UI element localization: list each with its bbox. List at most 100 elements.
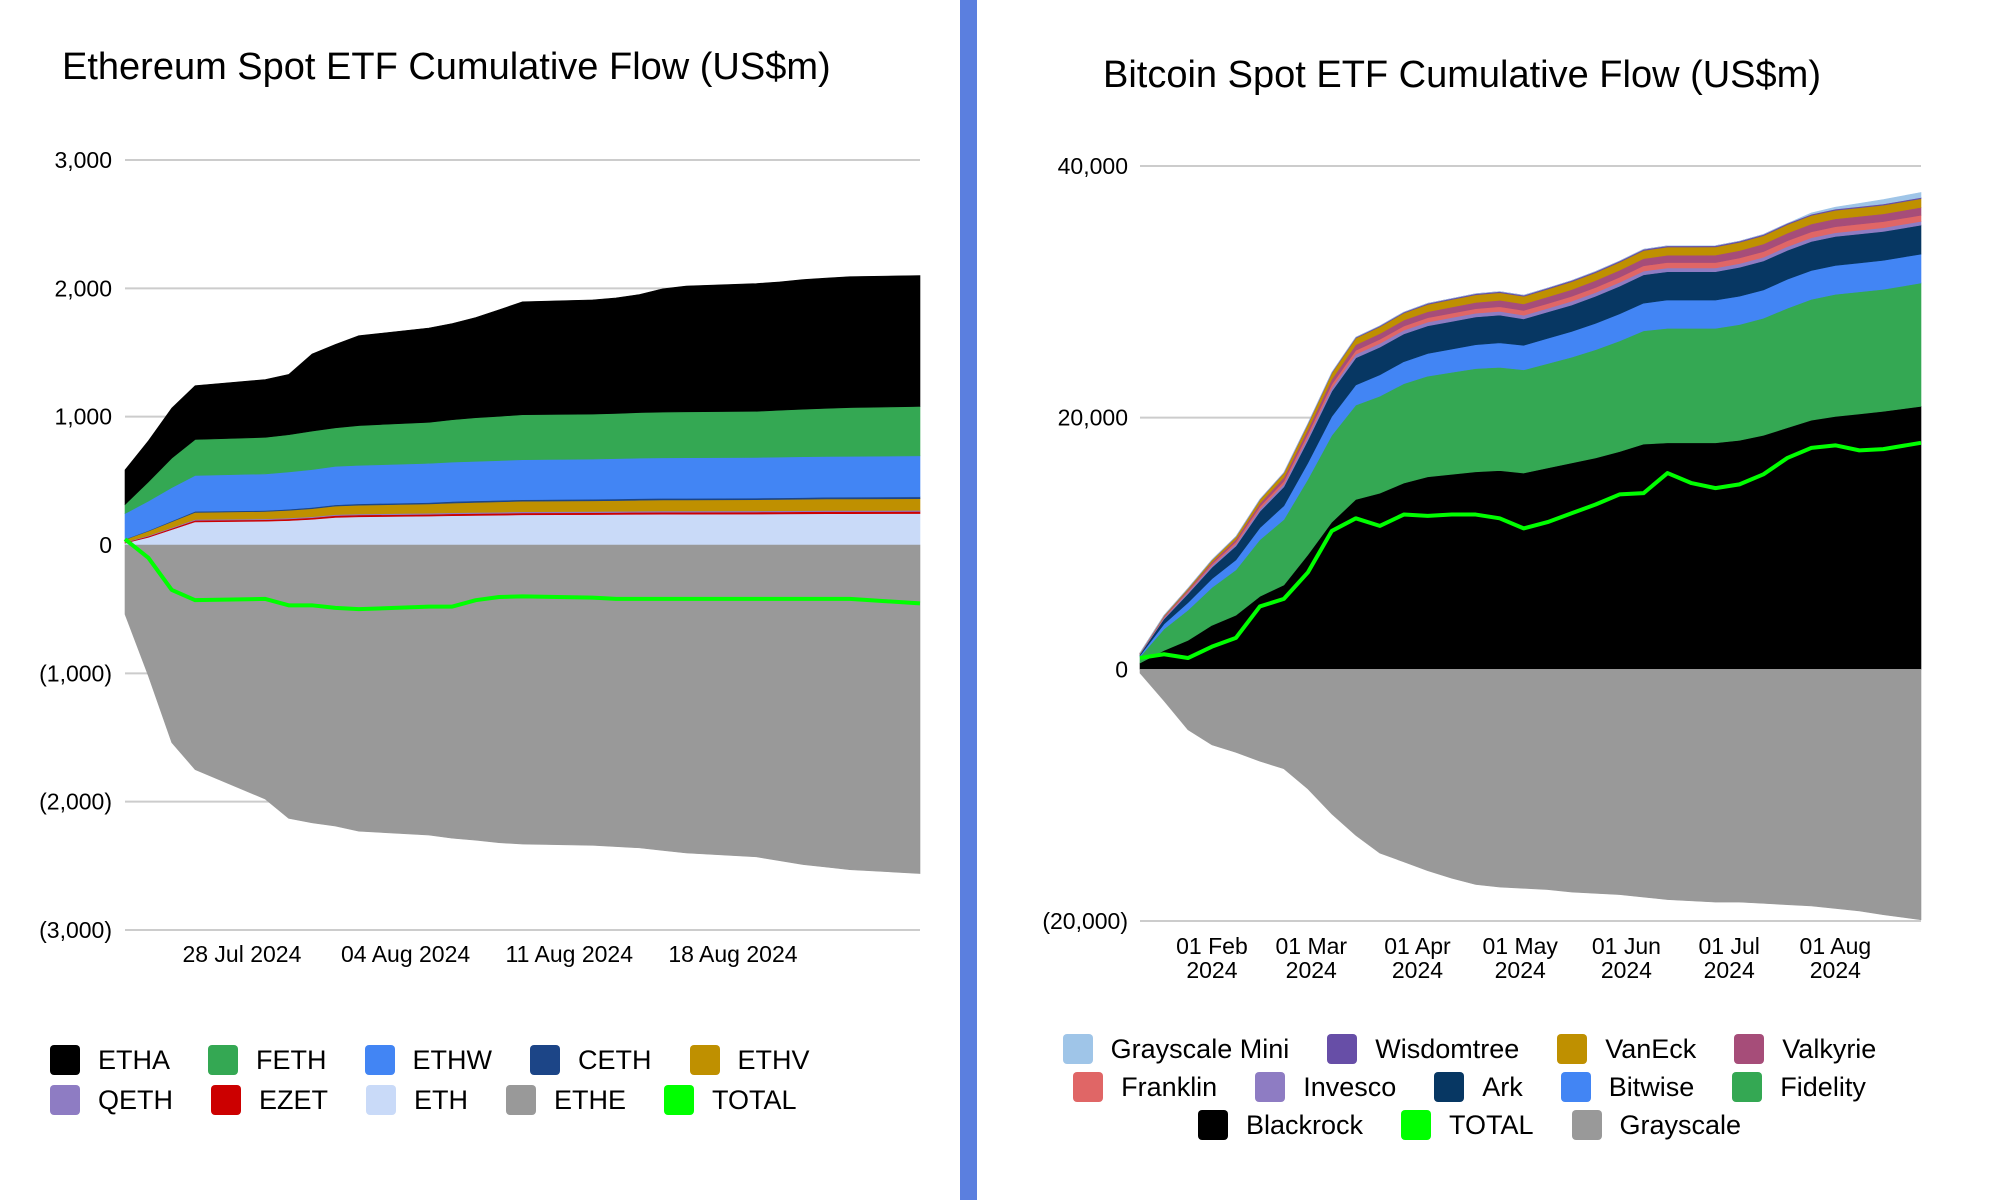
eth-legend-item-eth: ETH — [366, 1085, 468, 1116]
legend-swatch — [664, 1085, 695, 1115]
eth-y-tick-label: 2,000 — [54, 275, 112, 301]
eth-x-tick-label: 18 Aug 2024 — [668, 941, 797, 967]
btc-area-grayscale-mini — [1139, 192, 1922, 654]
eth-x-tick-label: 28 Jul 2024 — [182, 941, 301, 967]
legend-label: Grayscale — [1619, 1109, 1742, 1140]
legend-label: ETHW — [412, 1044, 492, 1075]
legend-label: QETH — [98, 1084, 174, 1115]
btc-x-tick-label: 01 Apr 2024 — [1384, 933, 1451, 983]
legend-swatch — [50, 1085, 80, 1115]
btc-legend-item-vaneck: VanEck — [1557, 1034, 1696, 1065]
legend-swatch — [1560, 1072, 1591, 1102]
legend-swatch — [1255, 1072, 1286, 1102]
legend-label: VanEck — [1605, 1033, 1697, 1064]
eth-line-total — [123, 537, 921, 612]
eth-legend-row: ETHA FETH ETHW CETH ETHV — [50, 1040, 848, 1080]
legend-label: Blackrock — [1245, 1109, 1363, 1140]
legend-swatch — [506, 1085, 537, 1115]
btc-legend-item-blackrock: Blackrock — [1197, 1109, 1363, 1141]
btc-legend-item-grayscale: Grayscale — [1571, 1109, 1742, 1141]
legend-swatch — [1732, 1072, 1763, 1102]
eth-area-etha — [124, 275, 921, 506]
legend-label: ETHV — [737, 1044, 810, 1075]
btc-chart-legend: Grayscale Mini Wisdomtree VanEck Valkyrie Fr… — [977, 1030, 2000, 1144]
eth-area-ethe — [124, 544, 921, 874]
eth-chart-plot: 3,000 2,000 1,000 0 (1,000) (2,000) (3,000) 28 … — [39, 147, 921, 967]
legend-swatch — [1557, 1034, 1588, 1064]
btc-legend-item-grayscale-mini: Grayscale Mini — [1062, 1033, 1290, 1065]
eth-legend-item-ethv: ETHV — [689, 1044, 810, 1076]
btc-y-tick-label: 20,000 — [1058, 405, 1128, 431]
btc-legend-item-invesco: Invesco — [1255, 1072, 1396, 1103]
eth-legend-item-ezet: EZET — [211, 1085, 328, 1116]
legend-label: Invesco — [1303, 1071, 1397, 1102]
legend-label: Wisdomtree — [1375, 1033, 1520, 1064]
legend-swatch — [689, 1045, 720, 1075]
eth-area-series — [124, 275, 921, 874]
eth-legend-item-ceth: CETH — [530, 1045, 652, 1076]
legend-swatch — [530, 1045, 560, 1075]
btc-chart-plot: 40,000 20,000 0 (20,000) 01 Feb 2024 01 Mar 202… — [1042, 153, 1922, 983]
legend-label: FETH — [256, 1044, 327, 1075]
btc-legend-row: Franklin Invesco Ark Bitwise Fidelity — [977, 1068, 2000, 1106]
legend-label: Ark — [1482, 1071, 1523, 1102]
legend-swatch — [1073, 1072, 1104, 1102]
btc-x-tick-label: 01 May 2024 — [1483, 933, 1559, 983]
eth-chart-title: Ethereum Spot ETF Cumulative Flow (US$m) — [62, 46, 831, 88]
eth-chart-panel: Ethereum Spot ETF Cumulative Flow (US$m)… — [0, 0, 960, 1200]
legend-label: ETHA — [98, 1044, 171, 1075]
legend-swatch — [1400, 1110, 1431, 1140]
eth-y-tick-label: (2,000) — [39, 789, 112, 815]
btc-y-tick-label: 0 — [1115, 656, 1128, 682]
eth-legend-item-ethw: ETHW — [364, 1044, 492, 1076]
btc-y-tick-label: 40,000 — [1058, 153, 1128, 179]
legend-label: Fidelity — [1780, 1071, 1866, 1102]
eth-y-tick-label: 0 — [99, 532, 112, 558]
btc-legend-row: Grayscale Mini Wisdomtree VanEck Valkyrie — [977, 1030, 2000, 1068]
btc-x-axis: 01 Feb 2024 01 Mar 2024 01 Apr 2024 01 May 2024… — [1176, 933, 1871, 983]
eth-x-axis: 28 Jul 2024 04 Aug 2024 11 Aug 2024 18 Aug … — [182, 941, 797, 967]
btc-x-tick-label: 01 Feb 2024 — [1176, 933, 1248, 983]
btc-legend-item-fidelity: Fidelity — [1732, 1072, 1866, 1103]
eth-legend-item-ethe: ETHE — [506, 1085, 626, 1116]
btc-x-tick-label: 01 Jul 2024 — [1698, 933, 1759, 983]
btc-legend-row: Blackrock TOTAL Grayscale — [977, 1106, 2000, 1144]
btc-legend-item-ark: Ark — [1434, 1072, 1523, 1103]
legend-swatch — [1734, 1034, 1765, 1064]
btc-chart-panel: Bitcoin Spot ETF Cumulative Flow (US$m) … — [977, 0, 2000, 1200]
legend-swatch — [1434, 1072, 1465, 1102]
eth-legend-row: QETH EZET ETH ETHE TOTAL — [50, 1080, 848, 1120]
eth-y-tick-label: 1,000 — [54, 404, 112, 430]
legend-label: ETHE — [554, 1084, 627, 1115]
btc-x-tick-label: 01 Jun 2024 — [1592, 933, 1661, 983]
legend-swatch — [208, 1045, 239, 1075]
btc-legend-item-total: TOTAL — [1400, 1109, 1534, 1141]
btc-y-tick-label: (20,000) — [1042, 908, 1128, 934]
eth-x-tick-label: 11 Aug 2024 — [506, 941, 634, 967]
legend-label: TOTAL — [1448, 1109, 1534, 1140]
eth-y-tick-label: (1,000) — [39, 660, 112, 686]
legend-label: Valkyrie — [1782, 1033, 1877, 1064]
btc-legend-item-valkyrie: Valkyrie — [1734, 1034, 1876, 1065]
eth-legend-item-etha: ETHA — [50, 1045, 170, 1076]
legend-swatch — [364, 1045, 395, 1075]
btc-legend-item-bitwise: Bitwise — [1560, 1072, 1694, 1103]
legend-swatch — [211, 1085, 242, 1115]
btc-x-tick-label: 01 Mar 2024 — [1275, 933, 1347, 983]
legend-label: Grayscale Mini — [1110, 1033, 1290, 1064]
eth-legend-item-total: TOTAL — [664, 1085, 797, 1116]
eth-legend-item-qeth: QETH — [50, 1085, 173, 1116]
eth-y-axis: 3,000 2,000 1,000 0 (1,000) (2,000) (3,000) — [39, 147, 112, 943]
eth-y-tick-label: 3,000 — [54, 147, 112, 173]
btc-legend-item-wisdomtree: Wisdomtree — [1327, 1034, 1519, 1065]
eth-x-tick-label: 04 Aug 2024 — [341, 941, 470, 967]
legend-label: TOTAL — [712, 1084, 797, 1115]
legend-label: ETH — [414, 1084, 469, 1115]
eth-legend-item-feth: FETH — [208, 1045, 327, 1076]
legend-swatch — [1197, 1110, 1228, 1140]
panel-divider — [960, 0, 977, 1200]
btc-line-total — [1139, 440, 1922, 661]
btc-legend-item-franklin: Franklin — [1073, 1072, 1217, 1103]
btc-area-series — [1139, 192, 1922, 921]
legend-swatch — [1327, 1034, 1358, 1064]
